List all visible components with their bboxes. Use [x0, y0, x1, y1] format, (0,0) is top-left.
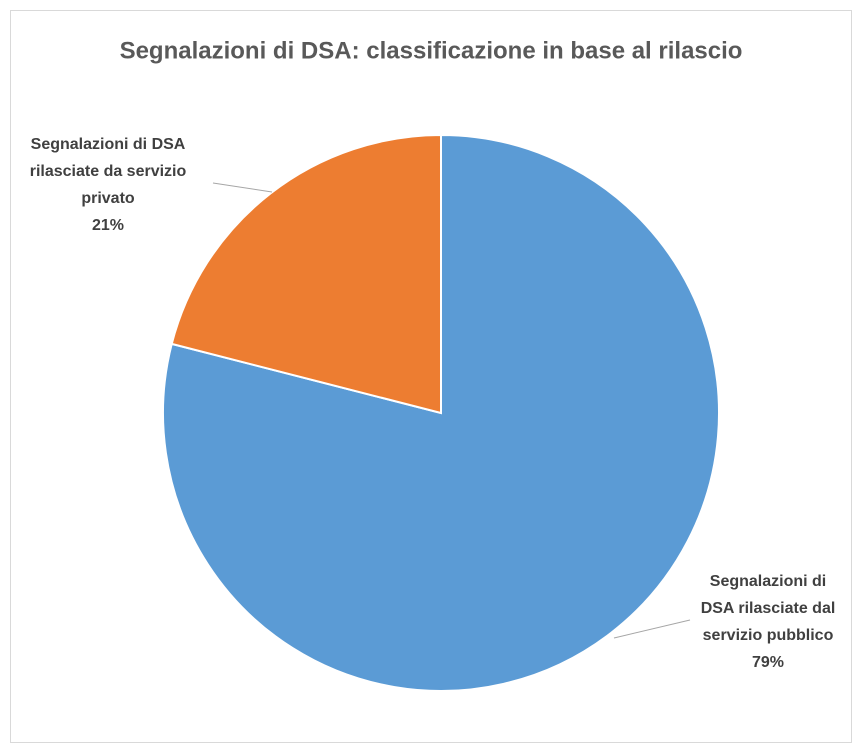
data-label: Segnalazioni di DSA rilasciate da serviz… — [28, 131, 188, 239]
pie-slice — [170, 133, 442, 415]
leader-line — [613, 619, 691, 639]
value-label: 21% — [91, 217, 125, 234]
category-label: Segnalazioni di DSA rilasciate da serviz… — [29, 136, 187, 207]
label-box: Segnalazioni di DSA rilasciate da serviz… — [28, 131, 188, 239]
leader-line — [212, 182, 273, 193]
value-label: 79% — [751, 654, 785, 671]
data-label: Segnalazioni di DSA rilasciate dal servi… — [693, 568, 843, 676]
category-label: Segnalazioni di DSA rilasciate dal servi… — [700, 573, 836, 644]
chart-title: Segnalazioni di DSA: classificazione in … — [120, 37, 743, 64]
pie — [162, 133, 720, 692]
label-box: Segnalazioni di DSA rilasciate dal servi… — [693, 568, 843, 676]
pie-slice — [162, 133, 720, 692]
